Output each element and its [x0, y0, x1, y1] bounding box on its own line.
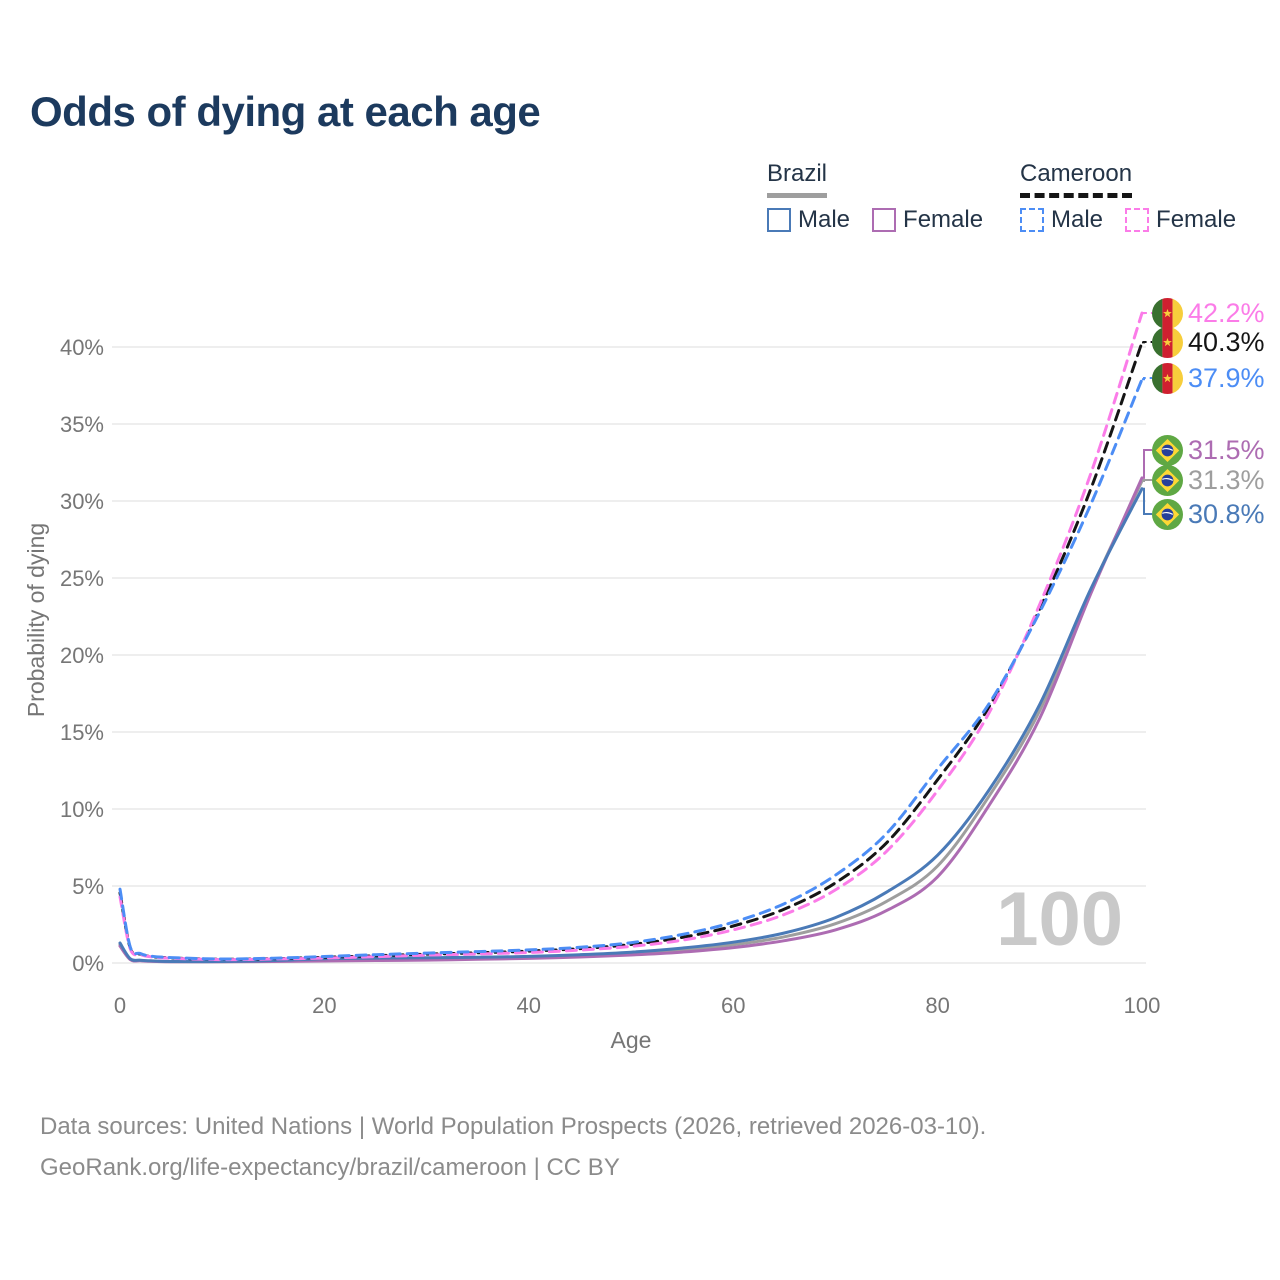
y-tick-label: 20%: [60, 643, 104, 668]
legend-country-cameroon[interactable]: Cameroon: [1020, 160, 1133, 198]
x-tick-label: 40: [517, 993, 541, 1018]
brazil-flag-icon: [1152, 464, 1183, 496]
legend-group-brazil: Brazil Male Female: [767, 160, 983, 234]
legend-item-brazil-male[interactable]: Male: [767, 206, 850, 234]
end-label-cameroon_both: 40.3%: [1152, 326, 1265, 358]
y-tick-label: 40%: [60, 335, 104, 360]
x-tick-label: 20: [312, 993, 336, 1018]
brazil-flag-icon: [1152, 498, 1183, 530]
leader-line-brazil_female: [1142, 449, 1152, 479]
leader-line-brazil_male: [1142, 487, 1152, 515]
y-tick-label: 0%: [72, 951, 104, 976]
end-value-text: 42.2%: [1188, 297, 1265, 328]
x-tick-label: 60: [721, 993, 745, 1018]
hover-age-watermark: 100: [996, 877, 1123, 962]
cameroon-male-swatch-icon: [1020, 208, 1044, 232]
cameroon-flag-icon: [1152, 297, 1183, 329]
end-label-brazil_male: 30.8%: [1152, 498, 1265, 530]
y-tick-label: 15%: [60, 720, 104, 745]
y-tick-label: 5%: [72, 874, 104, 899]
legend-item-label: Female: [1156, 206, 1237, 233]
y-axis-title: Probability of dying: [23, 523, 49, 717]
legend-row-cameroon: Male Female: [1020, 206, 1236, 234]
legend-item-cameroon-male[interactable]: Male: [1020, 206, 1103, 234]
brazil-flag-icon: [1152, 434, 1183, 466]
x-axis-title: Age: [611, 1027, 652, 1053]
cameroon-female-swatch-icon: [1125, 208, 1150, 232]
end-value-text: 37.9%: [1188, 362, 1265, 393]
legend-item-cameroon-female[interactable]: Female: [1125, 206, 1236, 234]
attribution-line: GeoRank.org/life-expectancy/brazil/camer…: [40, 1154, 620, 1181]
cameroon-flag-icon: [1152, 362, 1183, 394]
x-tick-label: 0: [114, 993, 126, 1018]
page-title: Odds of dying at each age: [30, 88, 541, 135]
y-tick-label: 30%: [60, 489, 104, 514]
legend-item-label: Female: [903, 206, 984, 233]
x-tick-label: 80: [925, 993, 949, 1018]
plot-area[interactable]: [112, 280, 1146, 963]
y-tick-label: 25%: [60, 566, 104, 591]
end-value-text: 31.5%: [1188, 434, 1265, 465]
series-line-cameroon_male[interactable]: [118, 377, 1144, 961]
series-line-brazil_male[interactable]: [118, 487, 1144, 964]
end-label-brazil_female: 31.5%: [1152, 434, 1265, 466]
legend-row-brazil: Male Female: [767, 206, 983, 234]
y-tick-label: 35%: [60, 412, 104, 437]
end-label-cameroon_male: 37.9%: [1152, 362, 1265, 394]
end-label-brazil_both: 31.3%: [1152, 464, 1265, 496]
legend-item-label: Male: [798, 206, 851, 233]
data-sources-line: Data sources: United Nations | World Pop…: [40, 1113, 987, 1140]
brazil-female-swatch-icon: [872, 208, 897, 232]
y-tick-label: 10%: [60, 797, 104, 822]
leader-line-brazil_both: [1142, 479, 1152, 482]
end-value-text: 30.8%: [1188, 498, 1265, 529]
legend-country-brazil[interactable]: Brazil: [767, 160, 828, 198]
x-tick-label: 100: [1124, 993, 1161, 1018]
footer: Data sources: United Nations | World Pop…: [40, 1106, 986, 1188]
end-value-text: 40.3%: [1188, 326, 1265, 357]
legend-group-cameroon: Cameroon Male Female: [1020, 160, 1236, 234]
leader-line-cameroon_male: [1142, 377, 1152, 381]
legend-item-brazil-female[interactable]: Female: [872, 206, 983, 234]
brazil-male-swatch-icon: [767, 208, 791, 232]
series-line-cameroon_female[interactable]: [118, 311, 1144, 962]
end-label-cameroon_female: 42.2%: [1152, 297, 1265, 329]
cameroon-flag-icon: [1152, 326, 1183, 358]
end-value-text: 31.3%: [1188, 464, 1265, 495]
legend-item-label: Male: [1051, 206, 1104, 233]
